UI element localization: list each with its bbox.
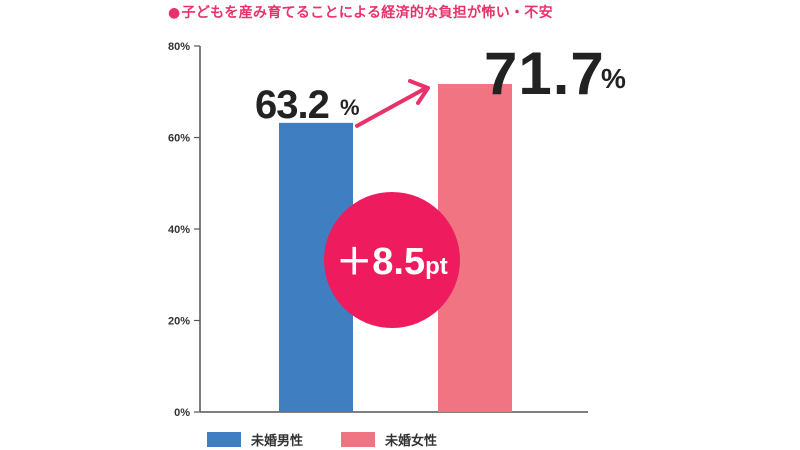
title-text: 子どもを産み育てることによる経済的な負担が怖い・不安 <box>181 5 553 21</box>
legend-label-male: 未婚男性 <box>251 434 304 449</box>
legend: 未婚男性 未婚女性 <box>0 430 800 450</box>
y-tick-label: 20% <box>168 316 190 328</box>
legend-item-female: 未婚女性 <box>341 430 437 449</box>
legend-swatch-male <box>207 432 241 447</box>
data-label-unit-male: % <box>340 95 360 120</box>
data-label-female: 71.7 <box>484 40 605 107</box>
title-bullet: ● <box>168 5 181 21</box>
y-tick-label: 0% <box>174 407 190 419</box>
data-label-male: 63.2 <box>255 83 329 127</box>
y-tick-label: 60% <box>168 133 190 145</box>
data-label-unit-female: % <box>601 63 626 94</box>
legend-swatch-female <box>341 432 375 447</box>
y-tick-label: 80% <box>168 41 190 53</box>
difference-badge-text: ＋8.5pt <box>336 241 448 283</box>
increase-arrow-head <box>408 78 430 105</box>
legend-label-female: 未婚女性 <box>385 434 438 449</box>
y-tick-label: 40% <box>168 224 190 236</box>
chart-title: ●子どもを産み育てることによる経済的な負担が怖い・不安 <box>168 2 553 22</box>
difference-badge <box>324 192 460 328</box>
increase-arrow <box>355 85 428 128</box>
legend-item-male: 未婚男性 <box>207 430 303 449</box>
